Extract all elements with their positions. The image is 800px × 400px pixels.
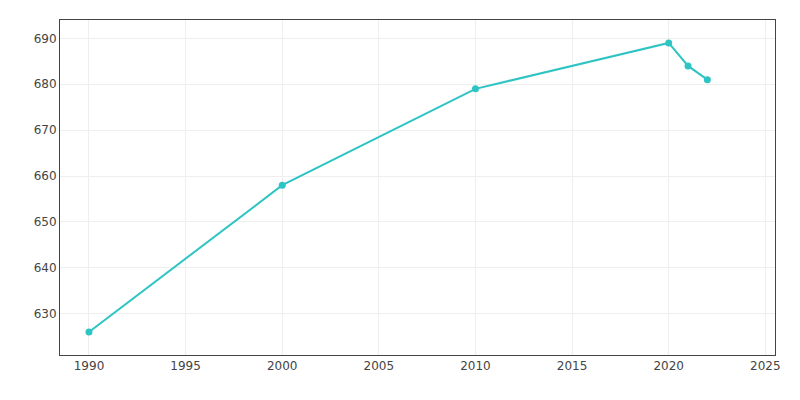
- svg-text:640: 640: [34, 261, 57, 275]
- svg-text:1990: 1990: [74, 359, 105, 373]
- svg-text:2000: 2000: [267, 359, 298, 373]
- svg-text:2005: 2005: [364, 359, 395, 373]
- svg-text:2025: 2025: [750, 359, 781, 373]
- svg-text:660: 660: [34, 169, 57, 183]
- svg-text:2015: 2015: [557, 359, 588, 373]
- svg-text:680: 680: [34, 77, 57, 91]
- svg-text:670: 670: [34, 123, 57, 137]
- svg-text:2010: 2010: [460, 359, 491, 373]
- svg-text:690: 690: [34, 32, 57, 46]
- svg-text:630: 630: [34, 307, 57, 321]
- svg-text:2020: 2020: [653, 359, 684, 373]
- svg-text:1995: 1995: [170, 359, 201, 373]
- svg-text:650: 650: [34, 215, 57, 229]
